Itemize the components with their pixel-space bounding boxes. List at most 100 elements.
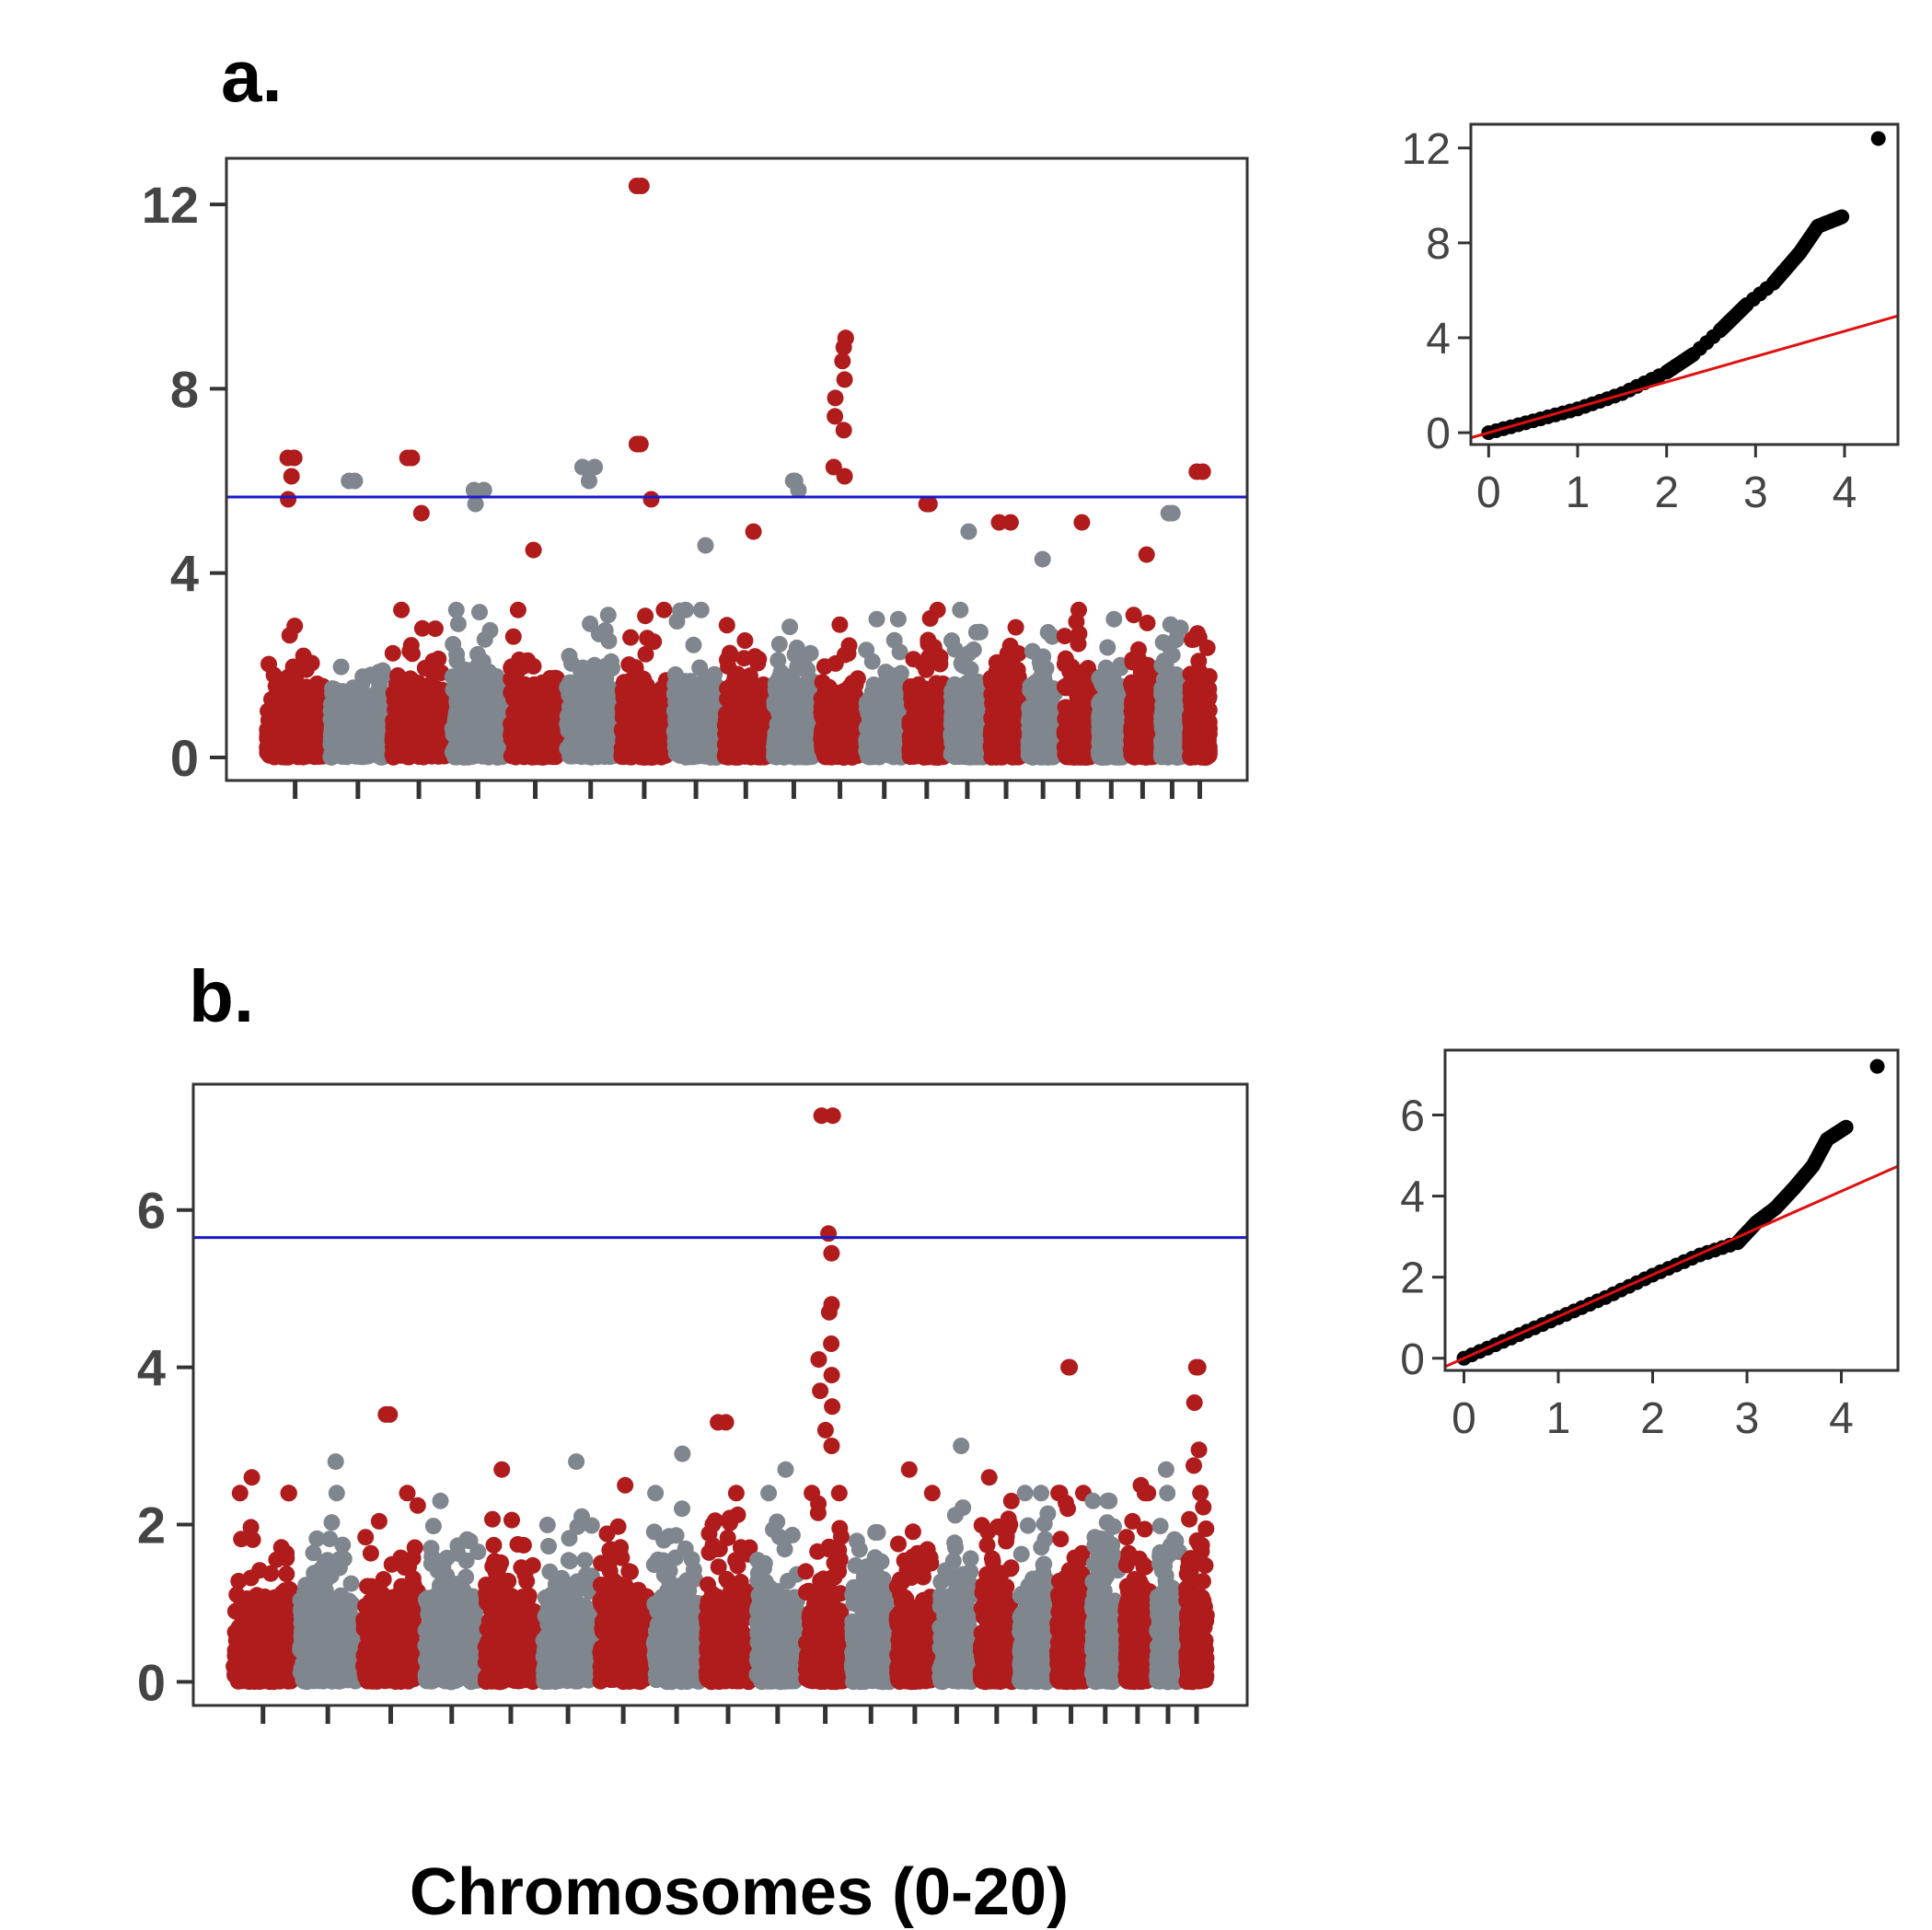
snp-point — [750, 728, 768, 745]
snp-point — [509, 601, 526, 618]
snp-point — [287, 736, 305, 754]
snp-point — [989, 716, 1006, 734]
snp-point — [323, 746, 341, 764]
snp-point — [597, 659, 615, 676]
snp-point — [655, 601, 673, 618]
snp-point — [718, 617, 735, 634]
snp-point — [677, 601, 694, 618]
snp-point — [300, 744, 318, 761]
snp-point — [818, 708, 836, 725]
snp-point — [769, 652, 787, 669]
snp-point — [323, 700, 341, 718]
snp-point — [960, 645, 978, 662]
snp-point — [971, 623, 989, 641]
snp-point — [685, 636, 702, 653]
snp-point — [672, 744, 689, 761]
snp-point — [723, 709, 740, 726]
snp-point — [781, 618, 799, 636]
snp-point — [905, 651, 922, 668]
snp-point — [462, 741, 480, 758]
snp-point — [389, 740, 407, 757]
snp-point — [906, 722, 922, 738]
snp-point — [626, 746, 643, 764]
snp-point — [878, 703, 896, 721]
snp-point — [471, 604, 488, 621]
snp-point — [447, 601, 465, 618]
snp-point — [457, 722, 475, 740]
snp-point — [384, 644, 401, 662]
snp-point — [536, 677, 553, 695]
snp-point — [816, 658, 833, 676]
snp-point — [281, 627, 298, 644]
snp-point — [928, 734, 945, 752]
snp-point — [272, 691, 290, 709]
snp-point — [781, 737, 799, 755]
snp-peak-point — [525, 541, 542, 559]
snp-point — [388, 701, 406, 719]
snp-point — [346, 717, 364, 734]
snp-point — [668, 711, 686, 728]
snp-point — [945, 699, 962, 717]
snp-point — [348, 702, 365, 720]
snp-point — [988, 653, 1005, 671]
snp-point — [518, 688, 536, 705]
snp-point — [426, 620, 444, 638]
snp-point — [797, 659, 815, 676]
snp-point — [1008, 666, 1024, 683]
snp-point — [831, 616, 849, 633]
snp-point — [590, 698, 607, 715]
snp-point — [389, 667, 407, 684]
snp-point — [466, 708, 483, 725]
snp-point — [353, 747, 370, 765]
snp-point — [966, 691, 983, 709]
snp-point — [869, 726, 886, 744]
snp-point — [481, 621, 499, 639]
snp-point — [903, 686, 920, 703]
snp-point — [332, 658, 350, 676]
snp-point — [483, 676, 501, 694]
snp-point — [414, 679, 432, 697]
snp-point — [596, 622, 614, 639]
snp-point — [1010, 645, 1027, 662]
snp-point — [1024, 642, 1041, 660]
manhattan-points-a — [259, 178, 1218, 766]
snp-point — [1007, 618, 1024, 636]
snp-point — [270, 723, 287, 741]
snp-point — [637, 607, 654, 625]
snp-point — [563, 677, 581, 694]
snp-peak-point — [868, 610, 885, 628]
snp-point — [488, 701, 504, 718]
snp-point — [962, 661, 979, 678]
snp-point — [639, 630, 656, 647]
snp-peak-point — [745, 523, 762, 540]
snp-point — [578, 745, 596, 762]
snp-point — [490, 745, 507, 761]
snp-point — [599, 607, 617, 624]
snp-point — [723, 647, 739, 665]
snp-point — [457, 661, 474, 678]
snp-point — [748, 677, 766, 695]
snp-point — [836, 646, 853, 664]
snp-point — [467, 677, 483, 695]
snp-point — [746, 648, 764, 665]
snp-point — [374, 668, 391, 686]
snp-point — [584, 711, 601, 729]
snp-point — [309, 681, 327, 699]
snp-point — [392, 688, 410, 706]
snp-point — [929, 712, 946, 730]
panel-a-label: a. — [221, 35, 283, 117]
snp-point — [904, 738, 921, 755]
snp-point — [786, 646, 804, 664]
snp-point — [746, 702, 762, 720]
snp-point — [263, 710, 281, 727]
snp-point — [921, 610, 939, 627]
snp-point — [839, 722, 856, 740]
snp-point — [333, 721, 351, 738]
snp-point — [395, 719, 412, 736]
snp-point — [469, 646, 486, 663]
snp-point — [652, 705, 669, 722]
snp-point — [519, 713, 537, 730]
